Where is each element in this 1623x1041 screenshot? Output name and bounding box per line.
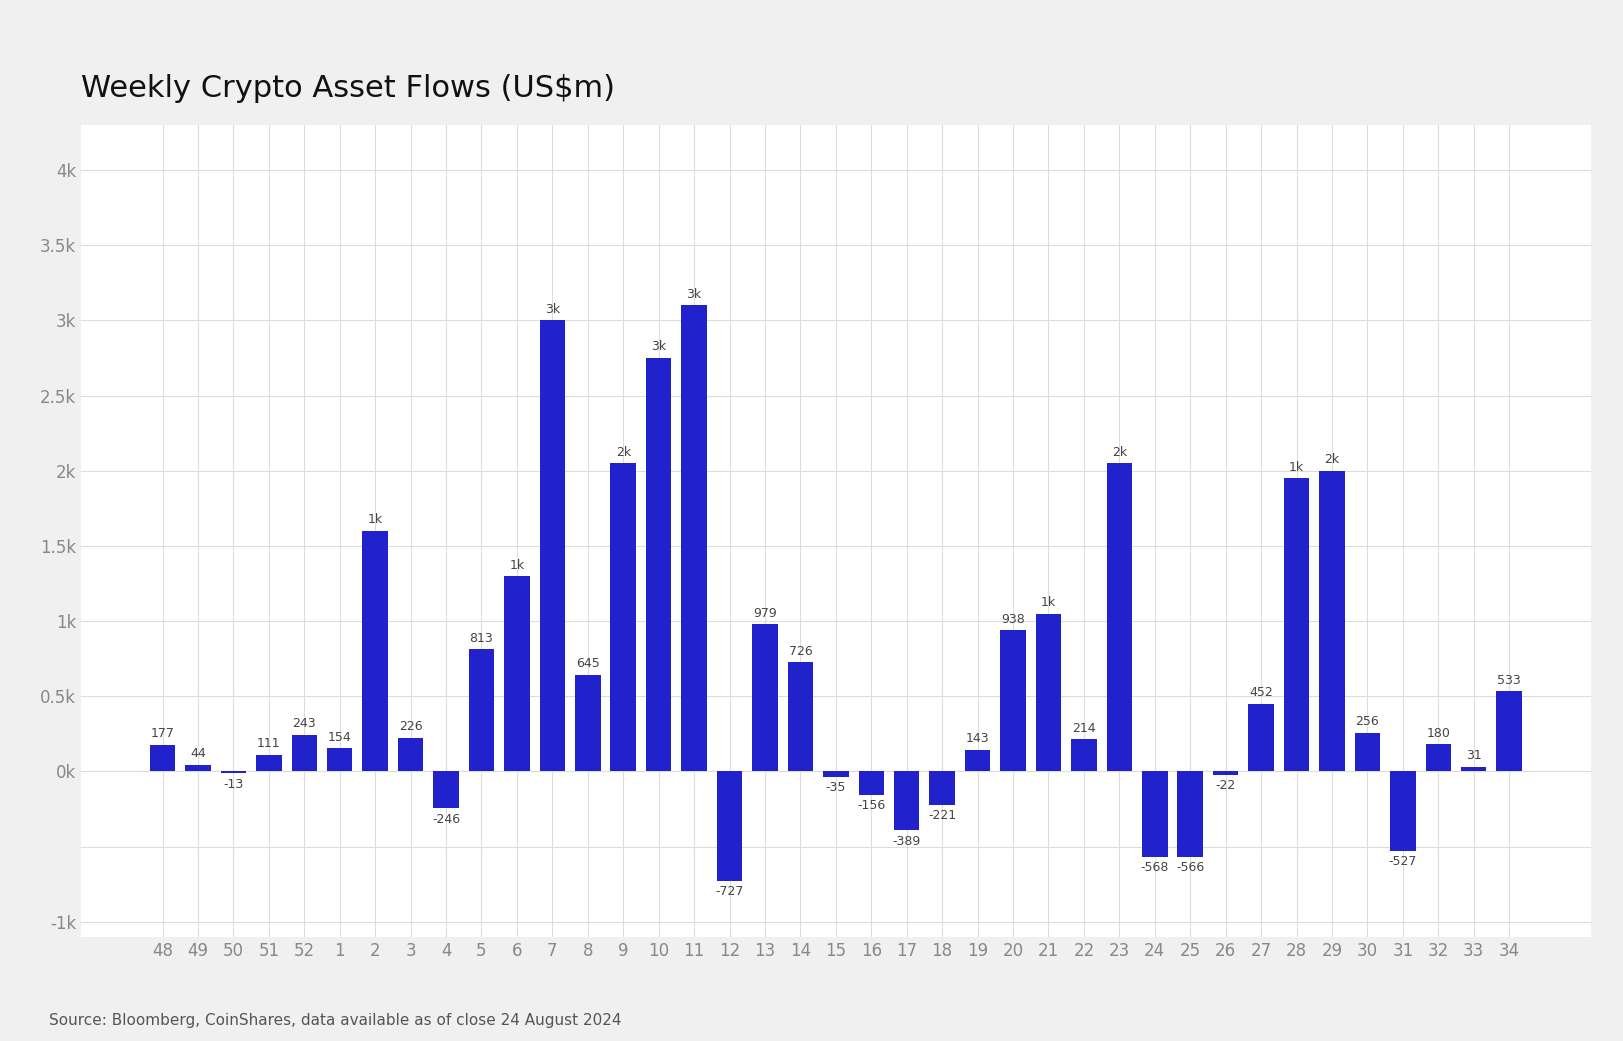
Bar bbox=[1319, 471, 1345, 771]
Text: 154: 154 bbox=[328, 731, 352, 744]
Text: 243: 243 bbox=[292, 717, 316, 731]
Text: -727: -727 bbox=[716, 885, 743, 898]
Bar bbox=[505, 576, 529, 771]
Bar bbox=[1071, 739, 1097, 771]
Bar bbox=[398, 737, 424, 771]
Text: 2k: 2k bbox=[615, 446, 631, 459]
Text: 1k: 1k bbox=[367, 513, 383, 527]
Text: 1k: 1k bbox=[1289, 461, 1305, 474]
Text: -527: -527 bbox=[1389, 856, 1417, 868]
Bar bbox=[469, 650, 495, 771]
Text: 143: 143 bbox=[966, 733, 990, 745]
Text: 452: 452 bbox=[1250, 686, 1272, 699]
Text: 177: 177 bbox=[151, 728, 174, 740]
Bar bbox=[1248, 704, 1274, 771]
Text: 3k: 3k bbox=[687, 288, 701, 301]
Bar bbox=[964, 750, 990, 771]
Text: 31: 31 bbox=[1466, 750, 1482, 762]
Text: 979: 979 bbox=[753, 607, 777, 619]
Bar bbox=[646, 358, 672, 771]
Text: 3k: 3k bbox=[545, 303, 560, 315]
Bar bbox=[1425, 744, 1451, 771]
Bar bbox=[859, 771, 885, 795]
Text: 180: 180 bbox=[1427, 727, 1451, 740]
Bar bbox=[539, 321, 565, 771]
Text: -568: -568 bbox=[1141, 861, 1169, 874]
Bar bbox=[433, 771, 459, 809]
Bar bbox=[221, 771, 247, 773]
Text: 44: 44 bbox=[190, 747, 206, 760]
Text: 1k: 1k bbox=[1040, 596, 1057, 609]
Bar bbox=[1496, 691, 1522, 771]
Bar bbox=[751, 625, 777, 771]
Text: 226: 226 bbox=[399, 720, 422, 733]
Text: 214: 214 bbox=[1073, 721, 1096, 735]
Text: 3k: 3k bbox=[651, 340, 665, 354]
Bar bbox=[1000, 631, 1026, 771]
Text: 256: 256 bbox=[1355, 715, 1380, 729]
Text: -389: -389 bbox=[893, 835, 920, 847]
Text: 533: 533 bbox=[1498, 674, 1521, 687]
Bar bbox=[362, 531, 388, 771]
Text: Weekly Crypto Asset Flows (US$m): Weekly Crypto Asset Flows (US$m) bbox=[81, 74, 615, 103]
Text: -13: -13 bbox=[224, 778, 243, 791]
Bar bbox=[894, 771, 920, 830]
Bar bbox=[575, 675, 601, 771]
Text: 813: 813 bbox=[469, 632, 493, 644]
Bar bbox=[717, 771, 742, 881]
Text: 726: 726 bbox=[789, 644, 812, 658]
Bar bbox=[1391, 771, 1415, 850]
Text: 2k: 2k bbox=[1324, 453, 1339, 466]
Text: 1k: 1k bbox=[510, 559, 524, 572]
Text: -35: -35 bbox=[826, 781, 846, 794]
Bar bbox=[682, 305, 708, 771]
Bar bbox=[1284, 478, 1310, 771]
Bar bbox=[256, 755, 281, 771]
Text: 938: 938 bbox=[1001, 613, 1024, 626]
Bar bbox=[1355, 733, 1380, 771]
Text: -246: -246 bbox=[432, 813, 459, 826]
Bar bbox=[292, 735, 316, 771]
Bar bbox=[1035, 613, 1061, 771]
Text: 111: 111 bbox=[256, 737, 281, 751]
Bar bbox=[610, 463, 636, 771]
Text: -566: -566 bbox=[1177, 861, 1204, 874]
Bar bbox=[1107, 463, 1133, 771]
Bar bbox=[1461, 767, 1487, 771]
Text: -156: -156 bbox=[857, 799, 886, 812]
Bar bbox=[823, 771, 849, 777]
Bar bbox=[930, 771, 954, 805]
Bar bbox=[787, 662, 813, 771]
Text: 645: 645 bbox=[576, 657, 599, 670]
Bar bbox=[1177, 771, 1203, 857]
Bar bbox=[1212, 771, 1238, 775]
Text: 2k: 2k bbox=[1112, 446, 1126, 459]
Bar bbox=[1143, 771, 1167, 857]
Text: -221: -221 bbox=[928, 809, 956, 822]
Bar bbox=[185, 765, 211, 771]
Text: -22: -22 bbox=[1216, 780, 1235, 792]
Text: Source: Bloomberg, CoinShares, data available as of close 24 August 2024: Source: Bloomberg, CoinShares, data avai… bbox=[49, 1013, 622, 1029]
Bar bbox=[149, 745, 175, 771]
Bar bbox=[326, 748, 352, 771]
